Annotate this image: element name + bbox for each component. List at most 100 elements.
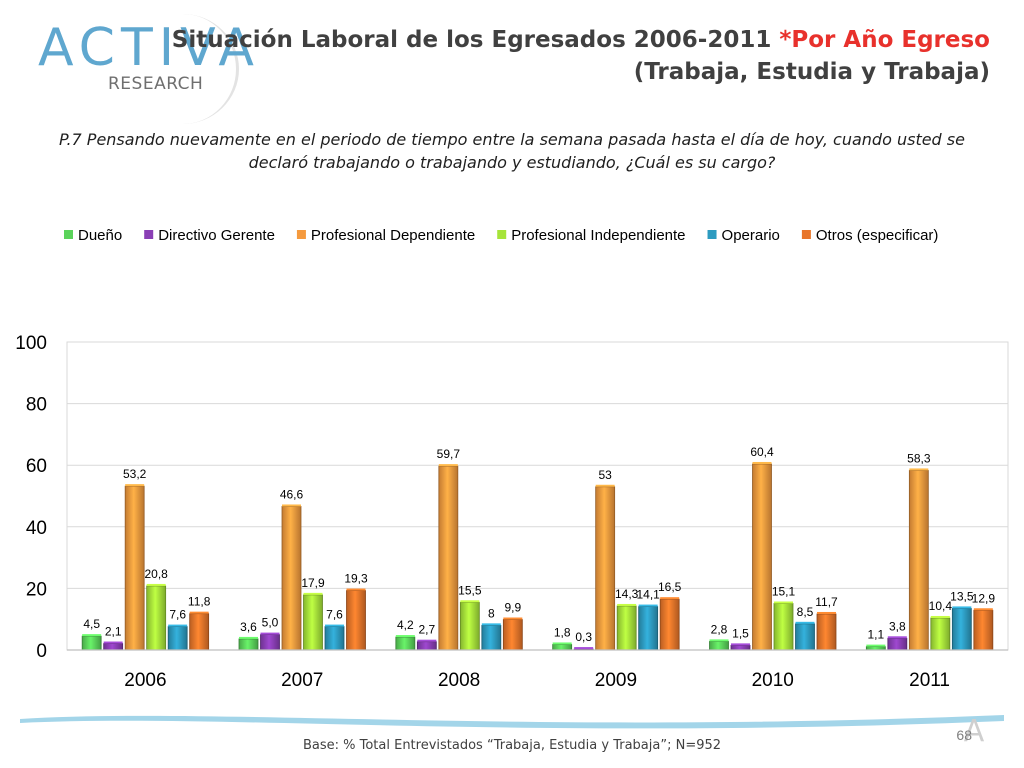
bar-cap (395, 635, 415, 638)
data-label: 2,7 (418, 623, 435, 637)
bar (238, 638, 259, 651)
bar (481, 624, 502, 651)
bar-cap (239, 636, 258, 639)
data-label: 14,1 (636, 588, 660, 602)
data-label: 14,3 (615, 587, 639, 601)
data-label: 12,9 (972, 591, 996, 605)
data-label: 3,8 (889, 619, 906, 633)
legend-item: Directivo Gerente (144, 227, 275, 244)
bar (438, 465, 459, 651)
bar (124, 485, 145, 651)
bar-cap (617, 603, 637, 606)
bar (324, 626, 345, 651)
legend-item: Profesional Dependiente (296, 227, 475, 244)
data-label: 53,2 (123, 467, 147, 481)
legend-label: Profesional Independiente (511, 227, 685, 244)
bar-cap (952, 606, 972, 609)
bar-cap (887, 636, 907, 639)
data-label: 3,6 (240, 620, 257, 634)
bar-cap (709, 639, 729, 642)
bar (146, 585, 167, 651)
data-label: 7,6 (326, 608, 343, 622)
legend-label: Otros (especificar) (816, 227, 939, 244)
y-tick-label: 100 (15, 333, 47, 354)
legend-item: Otros (especificar) (801, 227, 939, 244)
bar (281, 506, 302, 651)
legend-label: Directivo Gerente (158, 227, 275, 244)
bar (616, 605, 637, 651)
data-label: 4,5 (83, 617, 100, 631)
data-label: 11,7 (815, 595, 838, 609)
bar-chart: 0 20 40 60 80 100 Dueño Directivo Gerente Profes… (15, 227, 1009, 691)
title-accent: *Por Año Egreso (779, 27, 990, 53)
bar (951, 608, 972, 651)
legend-swatch (801, 230, 811, 239)
legend-label: Profesional Dependiente (311, 227, 475, 244)
data-label: 1,1 (867, 628, 884, 642)
page-number: 68 (956, 727, 972, 743)
legend-label: Operario (722, 227, 780, 244)
bar-cap (752, 461, 772, 464)
x-tick-label: 2011 (909, 670, 950, 691)
legend-swatch (64, 230, 73, 239)
data-label: 7,6 (169, 608, 186, 622)
bar-cap (303, 592, 323, 595)
legend-swatch (144, 230, 154, 239)
data-label: 1,8 (554, 625, 571, 639)
data-label: 2,8 (711, 622, 728, 636)
bar-cap (866, 644, 886, 647)
data-label: 60,4 (750, 445, 774, 459)
bar-cap (146, 583, 166, 586)
bar (502, 619, 523, 651)
bar-cap (417, 639, 437, 642)
title-line2: (Trabaja, Estudia y Trabaja) (633, 59, 990, 85)
bar-cap (660, 597, 680, 600)
bar (103, 643, 124, 651)
bar-cap (438, 464, 458, 467)
x-tick-label: 2009 (595, 670, 637, 691)
bar-cap (774, 601, 793, 604)
bar-cap (325, 624, 344, 627)
legend-swatch (296, 230, 306, 239)
y-tick-label: 0 (36, 641, 47, 662)
activa-research-logo: ACTIVA RESEARCH (30, 14, 254, 124)
y-tick-label: 40 (26, 518, 47, 539)
bar-cap (346, 588, 366, 591)
slide-title: Situación Laboral de los Egresados 2006-… (172, 24, 990, 88)
bar (167, 626, 188, 651)
x-tick-label: 2006 (124, 670, 166, 691)
bar-cap (552, 642, 572, 645)
y-tick-label: 60 (26, 456, 47, 477)
logo-subtitle: RESEARCH (108, 74, 204, 94)
bar-cap (574, 647, 594, 650)
bar (887, 637, 908, 651)
x-tick-label: 2007 (281, 670, 323, 691)
data-label: 10,4 (929, 599, 953, 613)
data-label: 46,6 (280, 487, 304, 501)
legend-label: Dueño (78, 227, 122, 244)
data-label: 8 (488, 606, 495, 620)
bar-cap (82, 634, 102, 637)
bar (709, 640, 729, 651)
legend-swatch (497, 230, 507, 239)
legend-item: Operario (707, 227, 780, 244)
data-label: 19,3 (344, 572, 368, 586)
bar (303, 594, 323, 651)
bar-cap (731, 643, 750, 646)
bar-cap (909, 468, 929, 471)
data-label: 17,9 (301, 576, 325, 590)
bar-cap (503, 617, 523, 620)
bar (795, 623, 815, 651)
bar (659, 598, 680, 651)
title-main: Situación Laboral de los Egresados 2006-… (171, 27, 780, 53)
footer-logo-icon: A (963, 714, 985, 749)
bar-cap (460, 600, 480, 603)
data-label: 1,5 (732, 626, 749, 640)
data-label: 13,5 (950, 589, 974, 603)
bar-cap (595, 484, 615, 487)
bar-cap (168, 624, 188, 627)
bar-cap (817, 611, 836, 614)
bar-cap (481, 623, 501, 626)
bar-cap (282, 504, 301, 507)
data-label: 16,5 (658, 580, 682, 594)
